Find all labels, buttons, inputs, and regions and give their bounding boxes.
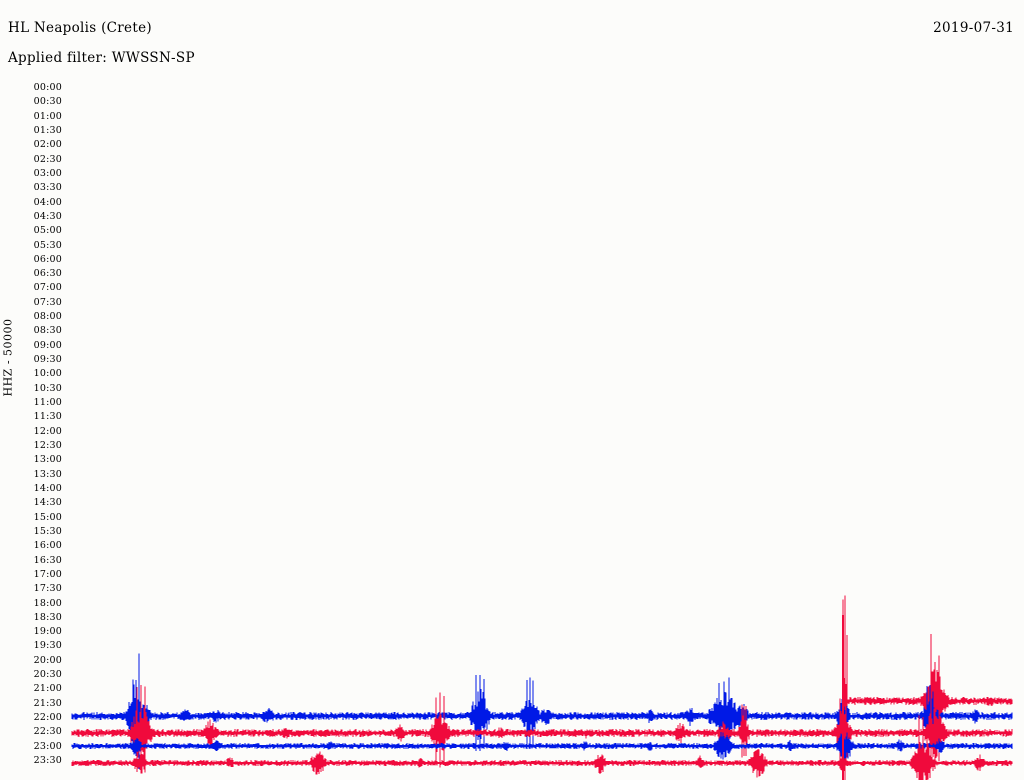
time-tick-label: 14:00 <box>33 482 62 494</box>
time-tick-label: 09:00 <box>33 339 62 351</box>
time-tick-label: 11:00 <box>33 397 62 409</box>
station-title: HL Neapolis (Crete) <box>8 20 152 36</box>
time-tick-label: 08:30 <box>33 325 62 337</box>
time-tick-label: 10:00 <box>33 368 62 380</box>
trace-row <box>71 653 1013 769</box>
time-tick-label: 10:30 <box>33 382 62 394</box>
time-tick-label: 22:00 <box>33 712 62 724</box>
time-tick-label: 04:30 <box>33 210 62 222</box>
time-tick-label: 04:00 <box>33 196 62 208</box>
time-tick-label: 15:00 <box>33 511 62 523</box>
time-tick-label: 20:30 <box>33 669 62 681</box>
time-tick-label: 06:00 <box>33 253 62 265</box>
time-tick-label: 07:00 <box>33 282 62 294</box>
time-axis: 00:00 00:30 01:00 01:30 02:00 02:30 03:00 03:30… <box>0 0 68 780</box>
time-tick-label: 20:00 <box>33 654 62 666</box>
time-tick-label: 11:30 <box>33 411 62 423</box>
time-tick-label: 17:00 <box>33 568 62 580</box>
time-tick-label: 23:30 <box>33 755 62 767</box>
time-tick-label: 15:30 <box>33 525 62 537</box>
time-tick-label: 01:30 <box>33 124 62 136</box>
time-tick-label: 23:00 <box>33 740 62 752</box>
time-tick-label: 08:00 <box>33 311 62 323</box>
time-tick-label: 03:30 <box>33 182 62 194</box>
time-tick-label: 12:30 <box>33 440 62 451</box>
time-tick-label: 05:30 <box>33 239 62 251</box>
time-tick-label: 01:00 <box>33 110 62 122</box>
time-tick-label: 00:30 <box>33 96 62 108</box>
time-tick-label: 00:00 <box>33 82 62 93</box>
time-tick-label: 19:00 <box>33 626 62 638</box>
record-date: 2019-07-31 <box>933 20 1014 36</box>
time-tick-label: 21:30 <box>33 697 62 709</box>
time-tick-label: 18:30 <box>33 611 62 623</box>
time-tick-label: 17:30 <box>33 583 62 595</box>
time-tick-label: 06:30 <box>33 268 62 280</box>
time-tick-label: 22:30 <box>33 726 62 738</box>
time-tick-label: 02:30 <box>33 153 62 165</box>
time-tick-label: 14:30 <box>33 497 62 509</box>
time-tick-label: 16:30 <box>33 554 62 566</box>
trace-row <box>71 685 1013 774</box>
time-tick-label: 09:30 <box>33 354 62 366</box>
time-tick-label: 13:00 <box>33 454 62 466</box>
trace-row <box>71 715 1013 780</box>
trace-row <box>71 731 1013 761</box>
time-tick-label: 18:00 <box>33 597 62 609</box>
time-tick-label: 12:00 <box>33 425 62 437</box>
time-tick-label: 19:30 <box>33 640 62 652</box>
applied-filter-label: Applied filter: WWSSN-SP <box>8 50 195 66</box>
time-tick-label: 07:30 <box>33 296 62 308</box>
time-tick-label: 05:00 <box>33 225 62 237</box>
time-tick-label: 21:00 <box>33 683 62 695</box>
time-tick-label: 13:30 <box>33 468 62 480</box>
time-tick-label: 03:00 <box>33 167 62 179</box>
time-tick-label: 02:00 <box>33 139 62 151</box>
time-tick-label: 16:00 <box>33 540 62 552</box>
